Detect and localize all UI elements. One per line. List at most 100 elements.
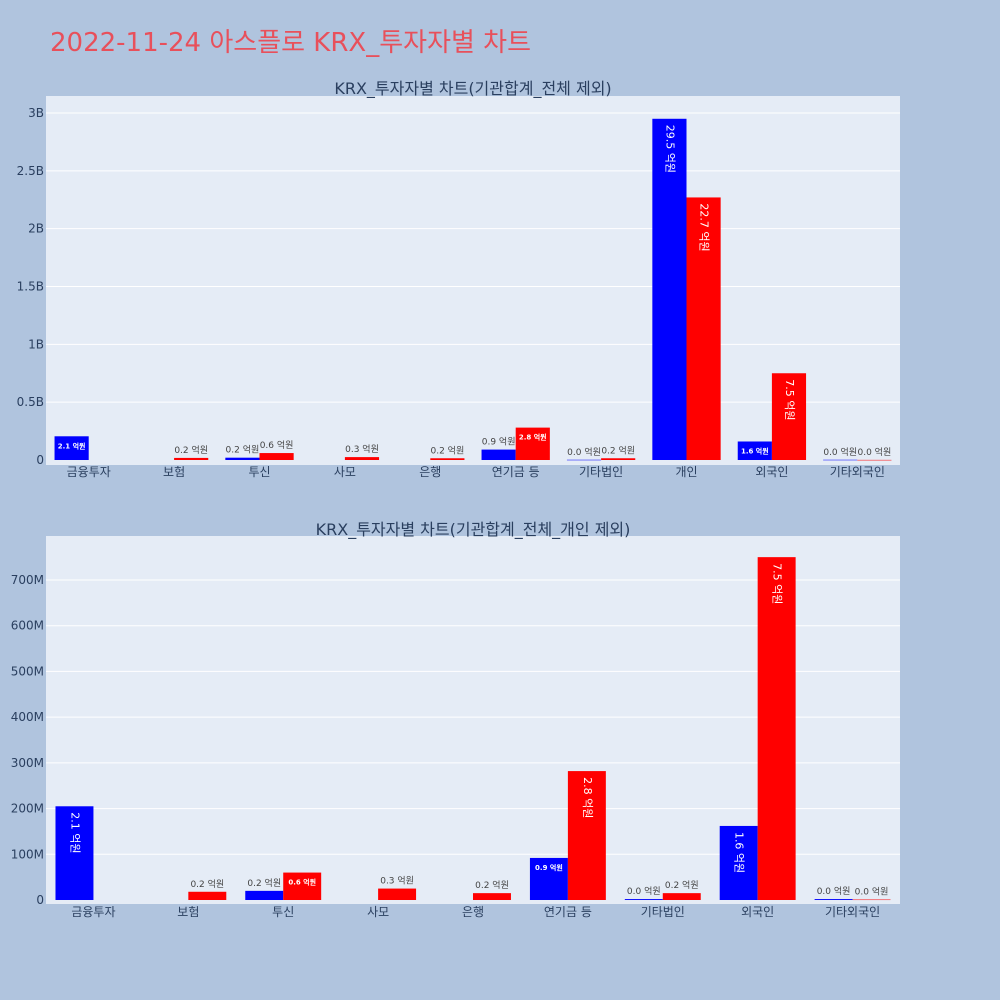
bar	[225, 457, 260, 460]
x-axis-ticks: 금융투자 보험 투신 사모 은행 연기금 등 기타법인 개인 외국인 기타외국인	[67, 464, 885, 479]
plot-area	[46, 96, 900, 465]
bars: 2.1 억원 0.2 억원 0.2 억원 0.6 억원 0.3 억원 0.2 억원 0.9 …	[55, 557, 891, 901]
x-tick-label: 외국인	[741, 905, 774, 919]
bar	[737, 441, 772, 460]
bar	[686, 197, 721, 461]
x-tick-label: 기타법인	[641, 905, 685, 919]
y-tick-label: 0	[36, 453, 44, 467]
x-axis-ticks: 금융투자 보험 투신 사모 은행 연기금 등 기타법인 외국인 기타외국인	[71, 904, 880, 919]
bar	[566, 459, 602, 461]
y-tick-label: 300M	[11, 756, 44, 770]
x-tick-label: 보험	[163, 465, 185, 479]
bar-data-label: 0.0 억원	[855, 886, 889, 898]
bar	[515, 427, 550, 460]
bar-data-label: 0.2 억원	[226, 444, 260, 456]
bar	[662, 893, 701, 900]
bar-data-label: 2.1 억원	[68, 812, 81, 853]
x-tick-label: 사모	[367, 905, 389, 919]
x-tick-label: 기타법인	[579, 465, 623, 479]
chart-excl-individual: KRX_투자자별 차트(기관합계_전체_개인 제외) 0 100M 200M 300M…	[11, 520, 900, 919]
page-title: 2022-11-24 아스플로 KRX_투자자별 차트	[50, 28, 532, 58]
bar-data-label: 29.5 억원	[663, 125, 676, 173]
x-tick-label: 은행	[419, 464, 441, 479]
x-tick-label: 금융투자	[67, 465, 111, 479]
bar-data-label: 0.2 억원	[190, 878, 224, 890]
x-tick-label: 개인	[675, 465, 697, 479]
y-tick-label: 1.5B	[17, 280, 44, 294]
bar-data-label: 1.6 억원	[741, 446, 769, 455]
bar	[601, 458, 636, 460]
x-tick-label: 투신	[272, 905, 294, 919]
chart-total: KRX_투자자별 차트(기관합계_전체 제외) 0 0.5B 1B 1.5B 2B 2.5…	[17, 79, 900, 479]
y-tick-label: 2B	[28, 222, 44, 236]
x-tick-label: 은행	[462, 904, 484, 919]
bar	[719, 825, 758, 900]
bar-data-label: 0.6 억원	[288, 878, 316, 887]
y-tick-label: 400M	[11, 710, 44, 724]
x-tick-label: 금융투자	[71, 905, 115, 919]
y-tick-label: 500M	[11, 664, 44, 678]
bar-data-label: 0.0 억원	[627, 885, 661, 897]
bar-data-label: 0.0 억원	[817, 885, 851, 897]
bar	[259, 453, 294, 460]
y-tick-label: 0.5B	[17, 395, 44, 409]
bar	[245, 890, 284, 900]
bar-data-label: 0.3 억원	[345, 443, 379, 455]
x-tick-label: 연기금 등	[492, 465, 540, 479]
y-tick-label: 100M	[11, 847, 44, 861]
bar-data-label: 0.0 억원	[858, 446, 892, 458]
bar	[473, 893, 511, 900]
y-axis-ticks: 0 100M 200M 300M 400M 500M 600M 700M	[11, 573, 44, 907]
bar	[54, 436, 89, 460]
bar	[174, 457, 209, 460]
bar-data-label: 2.8 억원	[581, 777, 594, 818]
bar-data-label: 7.5 억원	[783, 379, 796, 420]
bar	[283, 872, 322, 900]
bar-data-label: 0.2 억원	[601, 444, 635, 456]
grid-lines	[46, 112, 900, 403]
x-tick-label: 기타외국인	[825, 905, 880, 919]
bar-data-label: 2.8 억원	[519, 433, 547, 442]
y-tick-label: 0	[36, 893, 44, 907]
bar-data-label: 1.6 억원	[733, 832, 746, 873]
bar	[55, 806, 94, 900]
bar-data-label: 0.2 억원	[665, 879, 699, 891]
bar	[430, 458, 465, 460]
bar-data-label: 0.2 억원	[247, 877, 281, 889]
bar	[481, 449, 516, 460]
x-tick-label: 사모	[334, 465, 356, 479]
bar	[344, 457, 380, 460]
bar-data-label: 0.2 억원	[475, 879, 509, 891]
bar	[823, 459, 858, 461]
y-tick-label: 600M	[11, 619, 44, 633]
bar-data-label: 0.9 억원	[482, 436, 516, 448]
bar	[567, 771, 606, 900]
bar	[378, 888, 417, 900]
x-tick-label: 보험	[177, 905, 199, 919]
y-tick-label: 700M	[11, 573, 44, 587]
bar	[771, 373, 807, 460]
bar	[624, 899, 663, 900]
bar-data-label: 0.9 억원	[535, 863, 563, 872]
y-tick-label: 200M	[11, 802, 44, 816]
bar-data-label: 0.2 억원	[174, 444, 208, 456]
x-tick-label: 연기금 등	[544, 905, 592, 919]
bar-data-label: 7.5 억원	[771, 563, 784, 604]
bar-data-label: 22.7 억원	[698, 203, 711, 251]
chart-title: KRX_투자자별 차트(기관합계_전체_개인 제외)	[316, 520, 631, 540]
bar	[188, 891, 227, 900]
bar	[529, 857, 568, 900]
y-axis-ticks: 0 0.5B 1B 1.5B 2B 2.5B 3B	[17, 106, 44, 467]
x-tick-label: 외국인	[755, 465, 788, 479]
bar-data-label: 0.3 억원	[380, 875, 414, 887]
bar	[857, 459, 892, 461]
bar	[652, 118, 687, 461]
bar	[814, 899, 853, 900]
y-tick-label: 2.5B	[17, 164, 44, 178]
bar-data-label: 0.6 억원	[260, 439, 294, 451]
chart-title: KRX_투자자별 차트(기관합계_전체 제외)	[334, 79, 611, 99]
x-tick-label: 기타외국인	[830, 465, 885, 479]
bar	[757, 557, 796, 900]
